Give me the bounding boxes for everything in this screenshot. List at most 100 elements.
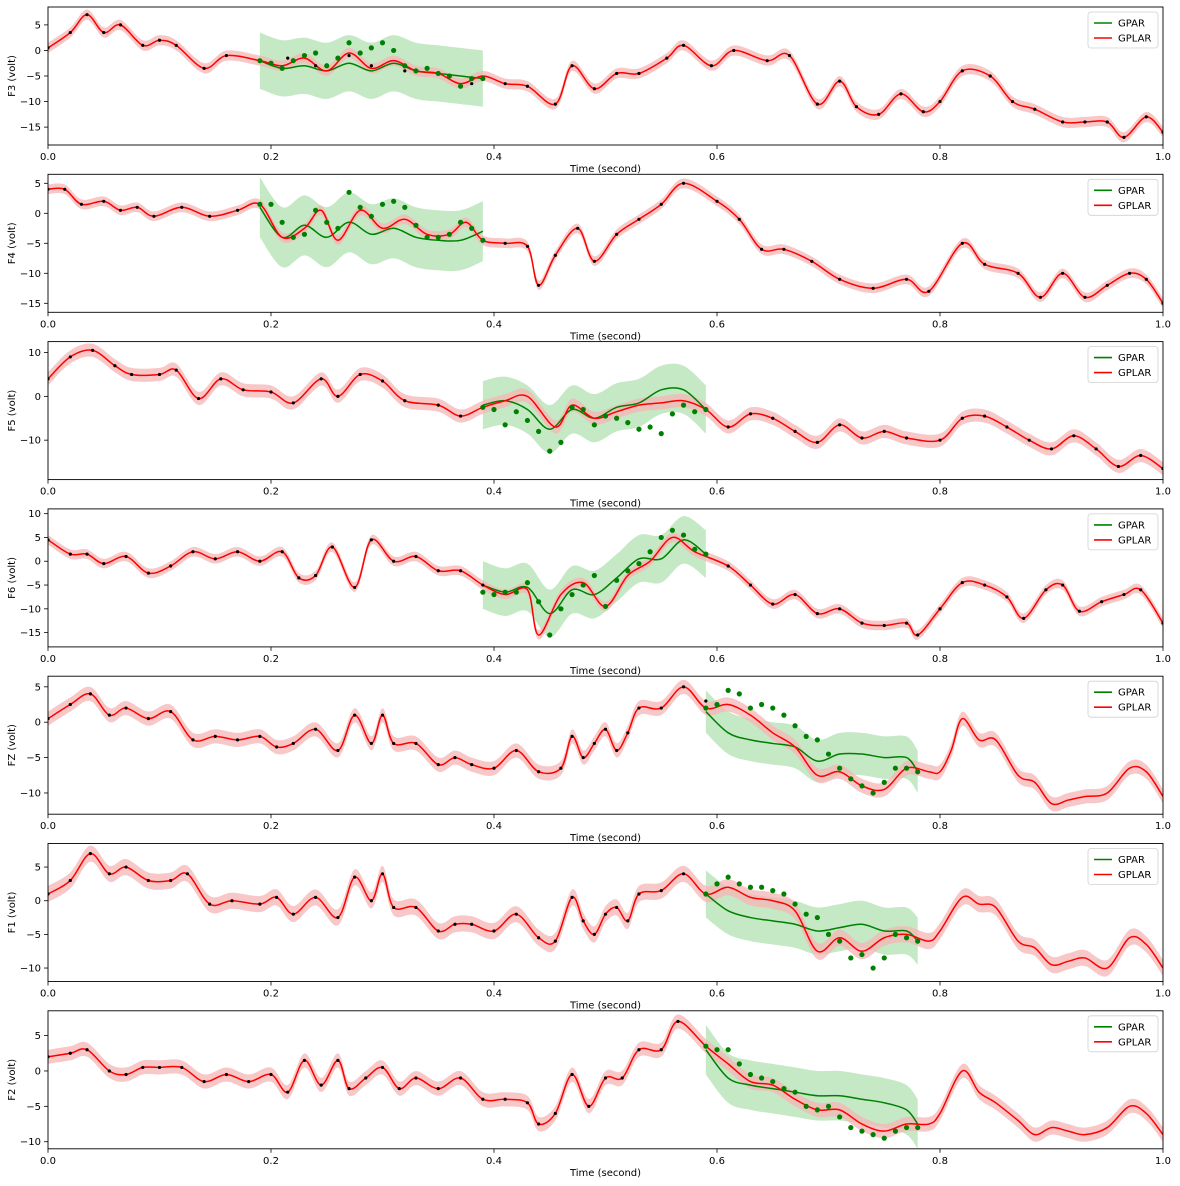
- observed-point: [124, 865, 128, 869]
- missing-point: [814, 914, 820, 921]
- observed-point: [453, 922, 457, 926]
- observed-point: [771, 416, 775, 420]
- y-tick-label: 0: [35, 209, 41, 220]
- missing-point: [781, 891, 787, 897]
- observed-point: [620, 1076, 624, 1080]
- y-axis-label: F2 (volt): [7, 1059, 18, 1101]
- observed-point: [1005, 595, 1009, 599]
- observed-point: [470, 82, 474, 86]
- legend-box: [1087, 680, 1159, 718]
- plot-area: [48, 177, 1163, 309]
- observed-point: [436, 763, 440, 767]
- missing-point: [903, 1124, 910, 1131]
- missing-point: [313, 207, 319, 213]
- missing-point: [591, 422, 597, 428]
- observed-point: [525, 1101, 530, 1105]
- observed-point: [726, 425, 730, 429]
- y-tick-label: 10: [28, 348, 41, 359]
- x-tick-label: 0.8: [932, 989, 948, 1000]
- x-axis-label: Time (second): [569, 164, 641, 175]
- observed-point: [1127, 271, 1132, 275]
- missing-point: [480, 589, 486, 595]
- missing-point: [814, 1107, 820, 1113]
- observed-point: [715, 199, 719, 203]
- x-tick-label: 0.2: [263, 487, 279, 498]
- missing-point: [502, 422, 508, 428]
- y-tick-label: −10: [20, 604, 41, 615]
- observed-point: [637, 892, 641, 896]
- x-tick-label: 0.8: [932, 1156, 948, 1167]
- y-tick-label: −10: [20, 97, 41, 108]
- observed-point: [113, 364, 117, 368]
- observed-point: [157, 372, 162, 377]
- observed-point: [659, 202, 663, 206]
- observed-point: [185, 872, 189, 876]
- observed-point: [1038, 295, 1042, 299]
- missing-point: [792, 723, 798, 729]
- missing-point: [658, 534, 664, 541]
- y-tick-label: −15: [20, 628, 41, 639]
- y-tick-label: 0: [35, 896, 41, 907]
- x-tick-label: 1.0: [1155, 1156, 1171, 1167]
- axes-frame: [47, 843, 1164, 982]
- observed-point: [1077, 609, 1081, 613]
- observed-point: [1083, 120, 1087, 124]
- observed-point: [68, 552, 72, 556]
- observed-point: [291, 912, 295, 916]
- missing-point: [402, 63, 408, 69]
- missing-point: [892, 931, 899, 937]
- missing-point: [625, 568, 631, 574]
- y-tick-label: 0: [35, 1066, 41, 1077]
- observed-point: [403, 399, 407, 403]
- observed-point: [838, 423, 842, 427]
- observed-point: [302, 1058, 307, 1062]
- observed-point: [709, 64, 714, 68]
- x-tick-label: 0.4: [486, 989, 502, 1000]
- y-tick-label: 5: [35, 533, 41, 544]
- observed-point: [481, 1097, 485, 1101]
- observed-point: [877, 112, 881, 116]
- missing-point: [736, 881, 742, 887]
- observed-point: [135, 205, 139, 209]
- missing-point: [881, 779, 887, 785]
- legend: GPAR GPLAR: [1087, 848, 1159, 885]
- missing-point: [625, 420, 631, 426]
- observed-point: [581, 919, 585, 923]
- missing-point: [792, 1089, 798, 1095]
- missing-point: [480, 75, 486, 82]
- missing-point: [402, 204, 408, 210]
- missing-point: [881, 1135, 887, 1141]
- gpar-uncertainty-band: [259, 177, 483, 272]
- observed-point: [592, 87, 596, 91]
- observed-point: [141, 43, 145, 47]
- missing-point: [736, 691, 742, 697]
- missing-point: [424, 234, 430, 240]
- missing-point: [770, 888, 776, 894]
- missing-point: [558, 439, 564, 445]
- observed-point: [380, 713, 385, 717]
- legend: GPAR GPLAR: [1087, 680, 1159, 718]
- observed-point: [503, 241, 507, 245]
- observed-point: [369, 64, 373, 68]
- legend: GPAR GPLAR: [1087, 178, 1159, 216]
- legend-label-gpar: GPAR: [1118, 19, 1145, 30]
- observed-point: [860, 621, 864, 625]
- missing-point: [903, 765, 910, 771]
- y-axis-label: F4 (volt): [7, 222, 18, 264]
- missing-point: [692, 409, 698, 415]
- observed-point: [436, 569, 440, 573]
- missing-point: [469, 225, 475, 231]
- observed-point: [581, 755, 585, 760]
- missing-point: [915, 769, 921, 775]
- x-tick-label: 0.0: [40, 487, 56, 498]
- plot-area: [48, 1014, 1163, 1149]
- observed-point: [130, 372, 134, 377]
- observed-point: [1144, 115, 1148, 119]
- missing-point: [513, 409, 519, 415]
- x-axis-label: Time (second): [569, 1001, 641, 1012]
- observed-point: [771, 602, 775, 606]
- observed-point: [364, 1076, 368, 1080]
- observed-point: [1022, 616, 1026, 620]
- observed-point: [392, 559, 396, 563]
- missing-point: [301, 52, 308, 59]
